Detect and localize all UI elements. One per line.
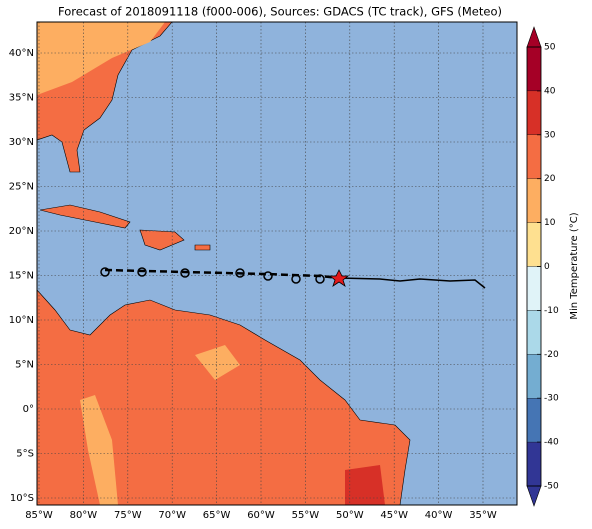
lon-label: 40°W <box>425 510 453 521</box>
colorbar-tick-label: 30 <box>544 130 556 140</box>
lon-label: 85°W <box>25 510 53 521</box>
lat-label: 35°N <box>9 93 34 104</box>
highland-cool <box>195 345 240 380</box>
colorbar-tick-label: 10 <box>544 218 556 228</box>
lat-label: 15°N <box>9 271 34 282</box>
colorbar-tick-label: -40 <box>544 438 559 448</box>
colorbar-segment <box>526 441 542 487</box>
colorbar-extend-top <box>526 26 542 48</box>
colorbar-tick-label: 40 <box>544 86 556 96</box>
lat-label: 5°S <box>16 449 34 460</box>
lat-label: 40°N <box>9 48 34 59</box>
lon-label: 35°W <box>469 510 497 521</box>
colorbar-segment <box>526 310 542 355</box>
past-track <box>338 277 486 289</box>
lon-label: 75°W <box>114 510 142 521</box>
lon-label: 60°W <box>247 510 275 521</box>
figure-title: Forecast of 2018091118 (f000-006), Sourc… <box>58 5 502 19</box>
colorbar-tick-label: -10 <box>544 306 559 316</box>
colorbar-tick-label: -50 <box>544 482 559 492</box>
colorbar: 50 40 30 20 10 0 -10 -20 -30 -40 -50 <box>526 26 559 507</box>
colorbar-segment <box>526 90 542 135</box>
colorbar-segment <box>526 46 542 92</box>
south-america <box>37 289 411 505</box>
colorbar-extend-bottom <box>526 485 542 507</box>
colorbar-segment <box>526 178 542 223</box>
hispaniola <box>139 229 185 251</box>
cool-region <box>37 22 165 95</box>
lon-label: 50°W <box>336 510 364 521</box>
lat-label: 10°S <box>10 493 34 504</box>
lon-label: 55°W <box>292 510 320 521</box>
map-frame <box>36 21 518 506</box>
colorbar-segment <box>526 354 542 399</box>
andes-cool <box>80 395 118 505</box>
lat-label: 0° <box>23 404 34 415</box>
colorbar-tick-label: 0 <box>544 262 550 272</box>
storm-symbols <box>100 267 325 284</box>
lon-label: 80°W <box>70 510 98 521</box>
colorbar-tick-label: -30 <box>544 394 559 404</box>
colorbar-segment <box>526 266 542 311</box>
colorbar-segment <box>526 222 542 267</box>
warm-region <box>345 465 385 505</box>
lat-label: 20°N <box>9 226 34 237</box>
lon-label: 70°W <box>158 510 186 521</box>
colorbar-tick-label: -20 <box>544 350 559 360</box>
lat-label: 5°N <box>15 360 34 371</box>
lat-label: 30°N <box>9 137 34 148</box>
lat-label: 10°N <box>9 315 34 326</box>
colorbar-segment <box>526 134 542 179</box>
puerto-rico <box>194 244 211 251</box>
map-area <box>37 22 517 505</box>
graticule <box>37 22 517 505</box>
colorbar-label: Min Temperature (°C) <box>569 212 580 319</box>
colorbar-tick-label: 20 <box>544 174 556 184</box>
colorbar-tick-label: 50 <box>544 43 556 53</box>
lat-label: 25°N <box>9 182 34 193</box>
current-position <box>328 269 350 287</box>
lon-label: 45°W <box>380 510 408 521</box>
lon-label: 65°W <box>203 510 231 521</box>
colorbar-segment <box>526 398 542 443</box>
